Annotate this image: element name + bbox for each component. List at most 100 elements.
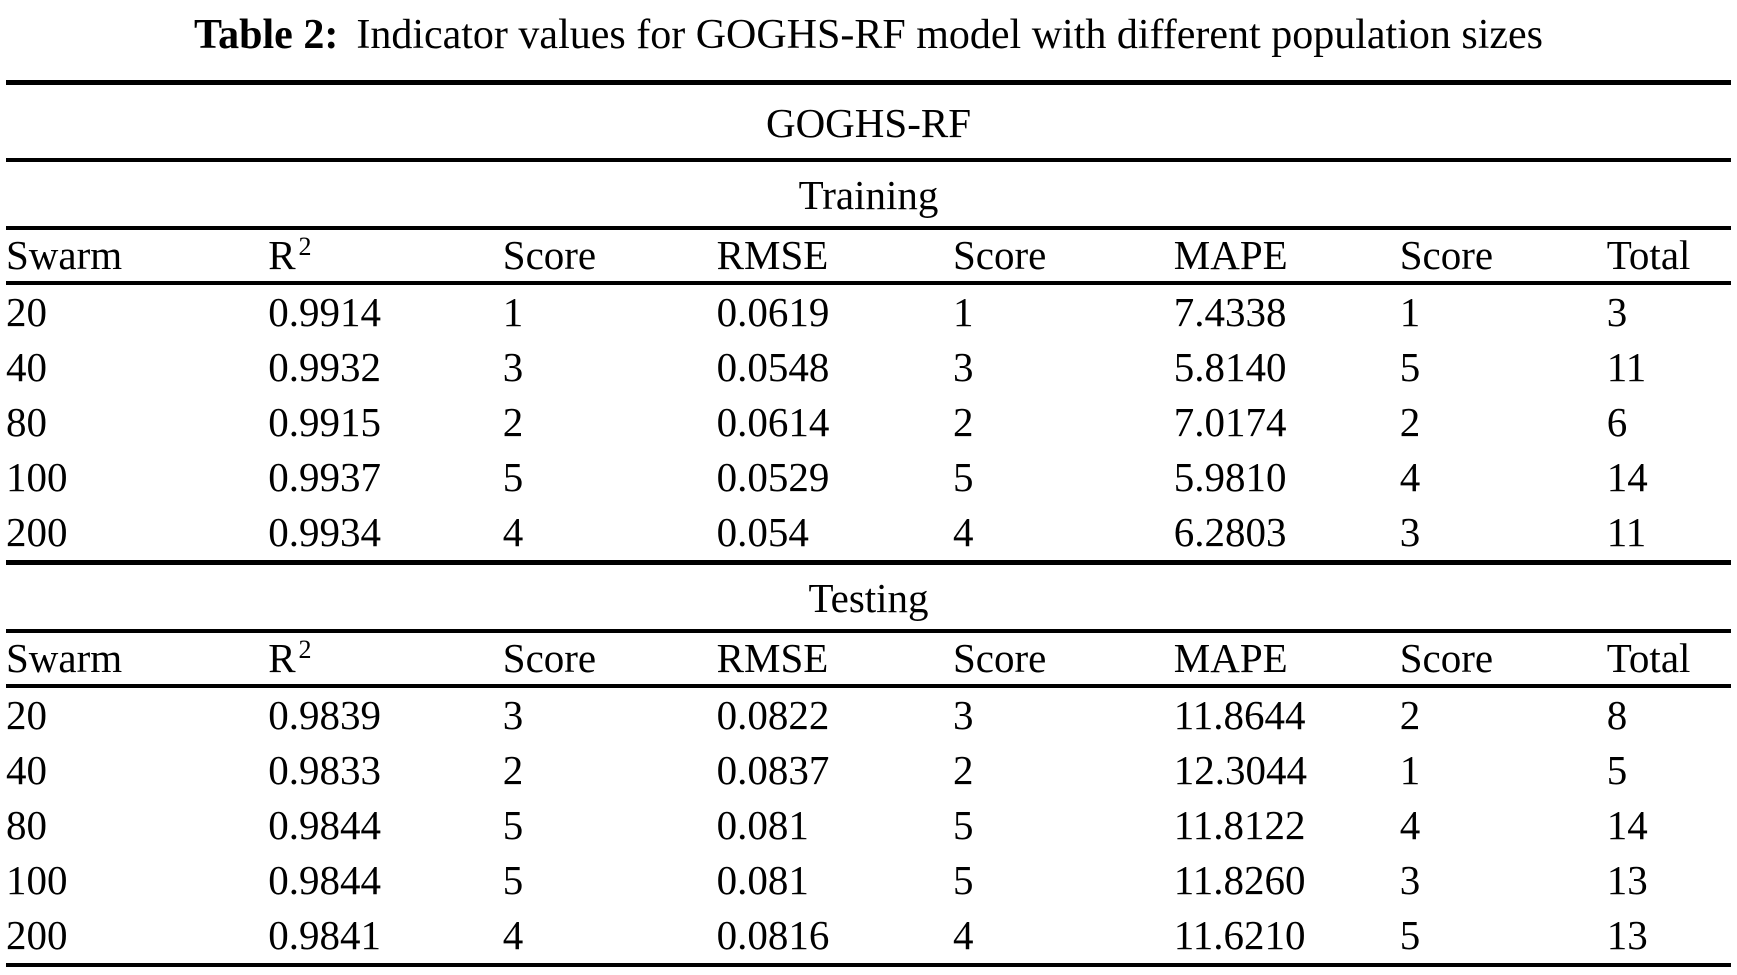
- cell-mape: 11.8122: [1173, 802, 1306, 848]
- cell-total: 14: [1606, 454, 1648, 500]
- cell-r2: 0.9914: [268, 289, 381, 335]
- cell-mape: 11.8260: [1173, 857, 1306, 903]
- cell-mape: 11.8644: [1173, 692, 1306, 738]
- cell-score: 4: [952, 912, 974, 958]
- cell-total: 11: [1606, 509, 1647, 555]
- cell-swarm: 40: [6, 747, 47, 793]
- cell-score: 4: [1399, 802, 1421, 848]
- table-row: 40 0.9833 2 0.0837 2 12.3044 1 5: [6, 743, 1731, 798]
- cell-score: 5: [1399, 344, 1421, 390]
- column-header-score-1: Score: [502, 633, 717, 688]
- cell-swarm: 20: [6, 289, 47, 335]
- table-caption-text: Indicator values for GOGHS-RF model with…: [356, 12, 1543, 58]
- cell-swarm: 20: [6, 692, 47, 738]
- bottom-rule: [6, 963, 1731, 967]
- cell-total: 11: [1606, 344, 1647, 390]
- cell-total: 14: [1606, 802, 1648, 848]
- column-header-total: Total: [1606, 633, 1731, 688]
- section-divider-rule: [6, 560, 1731, 565]
- table-row: 100 0.9937 5 0.0529 5 5.9810 4 14: [6, 450, 1731, 505]
- cell-swarm: 200: [6, 912, 68, 958]
- cell-mape: 11.6210: [1173, 912, 1306, 958]
- cell-score: 4: [1399, 454, 1421, 500]
- column-header-mape: MAPE: [1173, 633, 1400, 688]
- r2-base: R: [268, 635, 296, 681]
- column-header-rmse: RMSE: [716, 633, 953, 688]
- cell-total: 3: [1606, 289, 1628, 335]
- column-header-total: Total: [1606, 230, 1731, 285]
- cell-score: 2: [1399, 399, 1421, 445]
- cell-score: 1: [952, 289, 974, 335]
- section-title-testing: Testing: [808, 575, 929, 621]
- cell-score: 4: [502, 912, 524, 958]
- cell-score: 5: [502, 454, 524, 500]
- column-header-score-2: Score: [952, 230, 1174, 285]
- cell-swarm: 80: [6, 399, 47, 445]
- cell-score: 4: [952, 509, 974, 555]
- cell-score: 3: [502, 344, 524, 390]
- column-header-score-3: Score: [1399, 230, 1607, 285]
- cell-mape: 5.8140: [1173, 344, 1287, 390]
- column-header-mape: MAPE: [1173, 230, 1400, 285]
- cell-score: 5: [1399, 912, 1421, 958]
- cell-score: 1: [1399, 747, 1421, 793]
- table-row: 200 0.9934 4 0.054 4 6.2803 3 11: [6, 505, 1731, 560]
- model-header: GOGHS-RF: [765, 100, 972, 146]
- training-title-rule: [6, 226, 1731, 230]
- cell-rmse: 0.0816: [716, 912, 830, 958]
- section-title-training: Training: [798, 172, 939, 218]
- table-row: 80 0.9844 5 0.081 5 11.8122 4 14: [6, 798, 1731, 853]
- cell-rmse: 0.0619: [716, 289, 830, 335]
- cell-r2: 0.9844: [268, 857, 381, 903]
- cell-rmse: 0.0529: [716, 454, 830, 500]
- cell-swarm: 100: [6, 857, 68, 903]
- cell-score: 3: [952, 344, 974, 390]
- cell-r2: 0.9934: [268, 509, 381, 555]
- cell-score: 3: [502, 692, 524, 738]
- cell-score: 1: [502, 289, 524, 335]
- cell-swarm: 100: [6, 454, 68, 500]
- cell-mape: 12.3044: [1173, 747, 1308, 793]
- cell-score: 5: [502, 857, 524, 903]
- cell-rmse: 0.0822: [716, 692, 830, 738]
- cell-total: 13: [1606, 912, 1648, 958]
- cell-mape: 7.4338: [1173, 289, 1287, 335]
- cell-rmse: 0.054: [716, 509, 809, 555]
- cell-rmse: 0.081: [716, 802, 809, 848]
- r2-superscript: 2: [298, 232, 312, 261]
- table-row: 40 0.9932 3 0.0548 3 5.8140 5 11: [6, 340, 1731, 395]
- column-header-score-2: Score: [952, 633, 1174, 688]
- cell-score: 5: [952, 857, 974, 903]
- cell-mape: 7.0174: [1173, 399, 1287, 445]
- cell-r2: 0.9937: [268, 454, 381, 500]
- cell-swarm: 40: [6, 344, 47, 390]
- cell-rmse: 0.0548: [716, 344, 830, 390]
- cell-r2: 0.9833: [268, 747, 381, 793]
- cell-total: 8: [1606, 692, 1628, 738]
- r2-superscript: 2: [298, 635, 312, 664]
- top-rule: [6, 80, 1731, 85]
- cell-score: 2: [952, 747, 974, 793]
- column-header-swarm: Swarm: [6, 633, 269, 688]
- column-header-swarm: Swarm: [6, 230, 269, 285]
- cell-total: 5: [1606, 747, 1628, 793]
- table-caption: Table 2: Indicator values for GOGHS-RF mo…: [6, 0, 1731, 80]
- cell-rmse: 0.0614: [716, 399, 830, 445]
- cell-score: 2: [502, 399, 524, 445]
- column-header-score-1: Score: [502, 230, 717, 285]
- model-header-rule: [6, 158, 1731, 162]
- cell-r2: 0.9844: [268, 802, 381, 848]
- cell-mape: 5.9810: [1173, 454, 1287, 500]
- cell-total: 6: [1606, 399, 1628, 445]
- cell-score: 3: [1399, 509, 1421, 555]
- table-row: 200 0.9841 4 0.0816 4 11.6210 5 13: [6, 908, 1731, 963]
- cell-score: 2: [1399, 692, 1421, 738]
- cell-swarm: 80: [6, 802, 47, 848]
